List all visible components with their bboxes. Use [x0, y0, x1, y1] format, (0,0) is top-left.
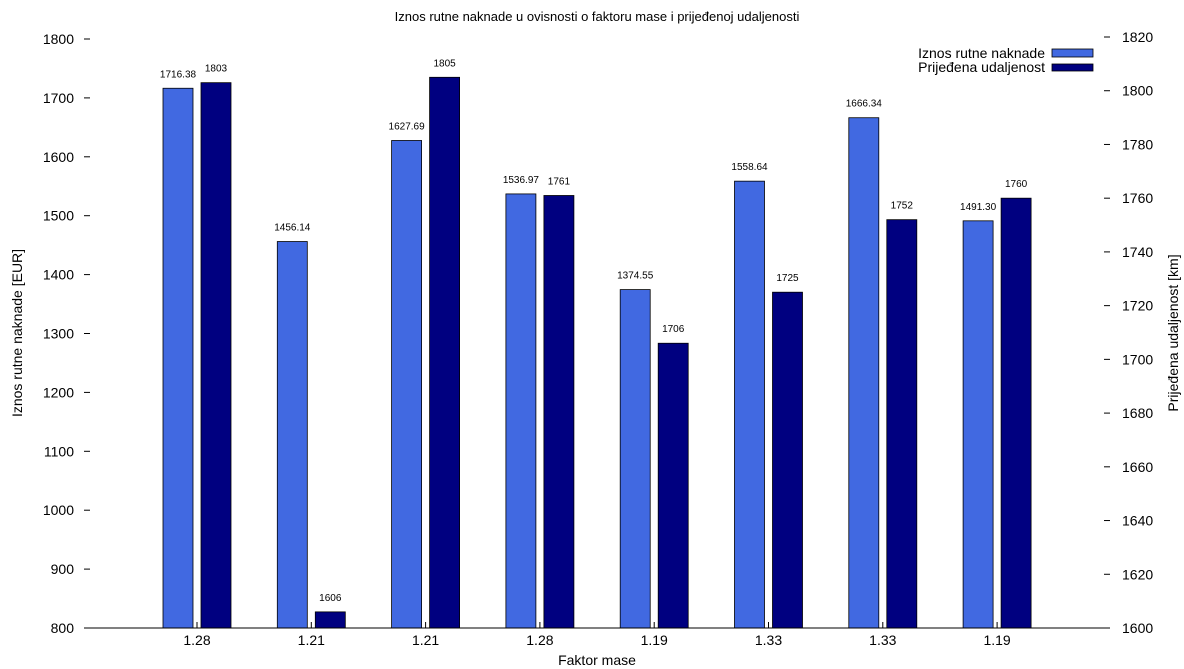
y-tick-label: 1500	[43, 208, 74, 224]
legend: Iznos rutne naknade Prijeđena udaljenost	[918, 45, 1094, 75]
legend-swatch-fee	[1051, 48, 1094, 58]
y2-tick-label: 1680	[1122, 405, 1153, 421]
y-axis-label: Iznos rutne naknade [EUR]	[9, 249, 25, 417]
x-tick-label: 1.33	[755, 632, 782, 648]
bar-distance	[543, 195, 575, 629]
x-tick-label: 1.19	[641, 632, 668, 648]
y2-tick-label: 1820	[1122, 29, 1153, 45]
bar-distance	[772, 291, 803, 629]
y-tick-label: 1600	[43, 149, 74, 165]
x-tick-label: 1.28	[526, 632, 553, 648]
bar-fee	[162, 87, 194, 629]
x-tick-label: 1.28	[183, 632, 210, 648]
y2-tick-label: 1600	[1122, 620, 1153, 636]
bar-label-fee: 1716.38	[160, 69, 197, 80]
y2-tick-label: 1640	[1122, 513, 1153, 529]
y-tick-label: 1400	[43, 267, 74, 283]
bar-label-fee: 1491.30	[960, 202, 997, 213]
bar-label-distance: 1760	[1005, 179, 1028, 190]
bar-labels: 1716.38 1803 1456.14 1606 1627.69 1805 1536.97…	[160, 58, 1028, 604]
bar-distance	[200, 82, 232, 629]
y-tick-label: 1300	[43, 326, 74, 342]
y-tick-label: 800	[51, 620, 75, 636]
bars	[162, 76, 1032, 629]
bar-distance	[657, 342, 689, 629]
bar-label-distance: 1803	[205, 64, 228, 75]
bar-fee	[391, 140, 423, 629]
bar-label-fee: 1536.97	[503, 175, 540, 186]
bar-fee	[848, 117, 880, 629]
y2-tick-label: 1700	[1122, 351, 1153, 367]
legend-label-fee: Iznos rutne naknade	[918, 45, 1045, 61]
x-tick-label: 1.21	[412, 632, 439, 648]
y-tick-label: 1800	[43, 31, 74, 47]
legend-label-distance: Prijeđena udaljenost	[918, 59, 1045, 75]
bar-fee	[276, 241, 308, 629]
bar-fee	[505, 193, 537, 629]
y2-tick-label: 1780	[1122, 136, 1153, 152]
bar-label-distance: 1752	[891, 201, 914, 212]
bar-distance	[1000, 197, 1032, 629]
y2-tick-label: 1800	[1122, 83, 1153, 99]
bar-label-fee: 1456.14	[274, 223, 311, 234]
x-tick-label: 1.21	[298, 632, 325, 648]
y2-tick-label: 1740	[1122, 244, 1153, 260]
chart-title: Iznos rutne naknade u ovisnosti o faktor…	[395, 9, 800, 24]
y-tick-label: 1100	[44, 443, 74, 459]
y2-tick-label: 1620	[1122, 566, 1153, 582]
bar-distance	[429, 76, 461, 629]
y-tick-label: 1700	[43, 90, 74, 106]
bar-label-fee: 1374.55	[617, 271, 654, 282]
y2-tick-label: 1760	[1122, 190, 1153, 206]
bar-fee	[734, 180, 765, 629]
bar-label-distance: 1805	[433, 58, 456, 69]
bar-distance	[886, 219, 918, 629]
bar-label-fee: 1666.34	[846, 99, 883, 110]
y-tick-label: 900	[51, 561, 75, 577]
left-axis: 800 900 1000 1100 1200 1300 1400 1500 1600 1700 18…	[43, 31, 90, 636]
bar-label-distance: 1606	[319, 593, 342, 604]
bar-label-distance: 1706	[662, 324, 685, 335]
x-axis-label: Faktor mase	[558, 652, 636, 668]
bar-distance	[314, 611, 346, 629]
y2-tick-label: 1720	[1122, 298, 1153, 314]
x-tick-label: 1.19	[983, 632, 1010, 648]
y2-axis-label: Prijeđena udaljenost [km]	[1165, 254, 1181, 411]
bar-label-distance: 1725	[776, 273, 799, 284]
y-tick-label: 1200	[43, 384, 74, 400]
bar-fee	[619, 289, 651, 629]
bar-label-distance: 1761	[548, 176, 571, 187]
x-axis: 1.28 1.21 1.21 1.28 1.19 1.33 1.33 1.19	[183, 622, 1011, 648]
bar-label-fee: 1627.69	[389, 121, 426, 132]
y2-tick-label: 1660	[1122, 459, 1153, 475]
legend-swatch-distance	[1051, 63, 1094, 72]
right-axis: 1600 1620 1640 1660 1680 1700 1720 1740 1760 1780…	[1104, 29, 1153, 636]
bar-fee	[962, 220, 994, 629]
bar-label-fee: 1558.64	[731, 162, 768, 173]
y-tick-label: 1000	[43, 502, 74, 518]
x-tick-label: 1.33	[869, 632, 896, 648]
